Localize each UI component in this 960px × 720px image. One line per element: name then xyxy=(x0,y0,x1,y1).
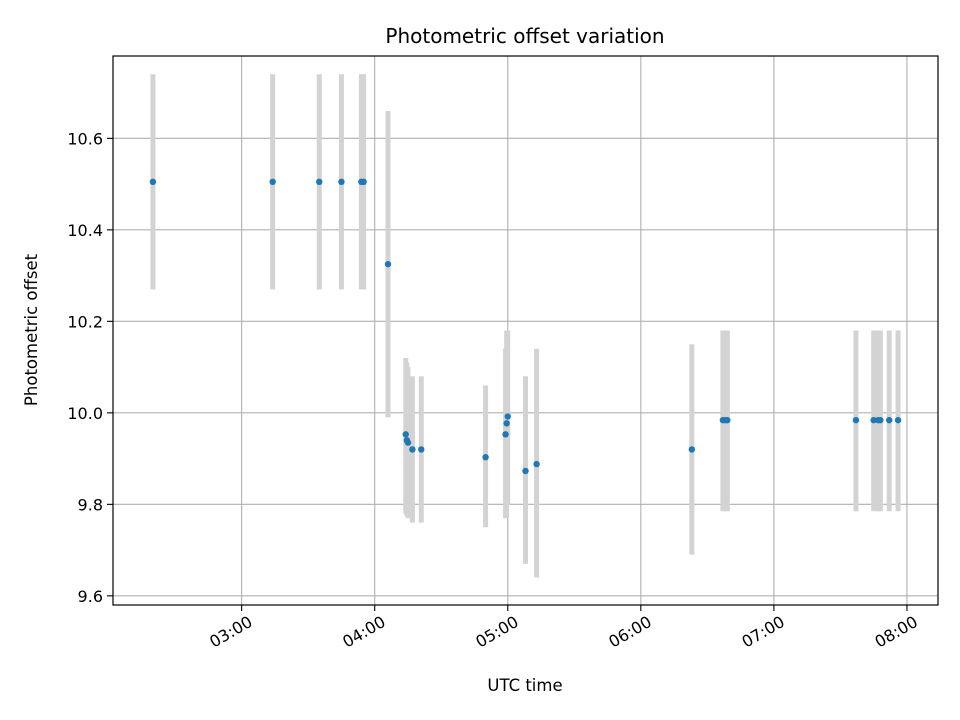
data-point xyxy=(482,454,489,461)
y-tick-label: 10.0 xyxy=(67,404,103,423)
y-tick-label: 9.8 xyxy=(78,495,103,514)
data-point xyxy=(877,416,884,424)
data-points xyxy=(149,178,902,475)
y-tick-label: 10.4 xyxy=(67,221,103,240)
data-point xyxy=(418,446,425,453)
data-point xyxy=(724,416,731,424)
data-point xyxy=(533,460,540,468)
data-point xyxy=(409,446,416,453)
chart-title: Photometric offset variation xyxy=(385,24,664,48)
data-point xyxy=(886,416,893,424)
data-point xyxy=(504,413,511,420)
data-point xyxy=(360,178,367,186)
data-point xyxy=(852,416,860,424)
y-tick-label: 9.6 xyxy=(78,587,103,606)
y-tick-label: 10.6 xyxy=(67,129,103,148)
data-point xyxy=(402,431,409,438)
data-point xyxy=(894,416,902,424)
data-point xyxy=(522,467,529,475)
y-axis-label: Photometric offset xyxy=(22,253,41,406)
plot-frame xyxy=(112,55,939,606)
x-axis-label: UTC time xyxy=(487,676,562,695)
data-point xyxy=(316,178,323,186)
data-point xyxy=(870,416,877,424)
data-point xyxy=(149,178,157,186)
data-point xyxy=(502,431,509,438)
data-point xyxy=(688,446,696,453)
data-point xyxy=(338,178,345,186)
data-point xyxy=(384,260,392,268)
data-point xyxy=(269,178,276,186)
y-tick-label: 10.2 xyxy=(67,312,103,331)
data-point xyxy=(404,439,412,446)
data-point xyxy=(503,420,510,427)
